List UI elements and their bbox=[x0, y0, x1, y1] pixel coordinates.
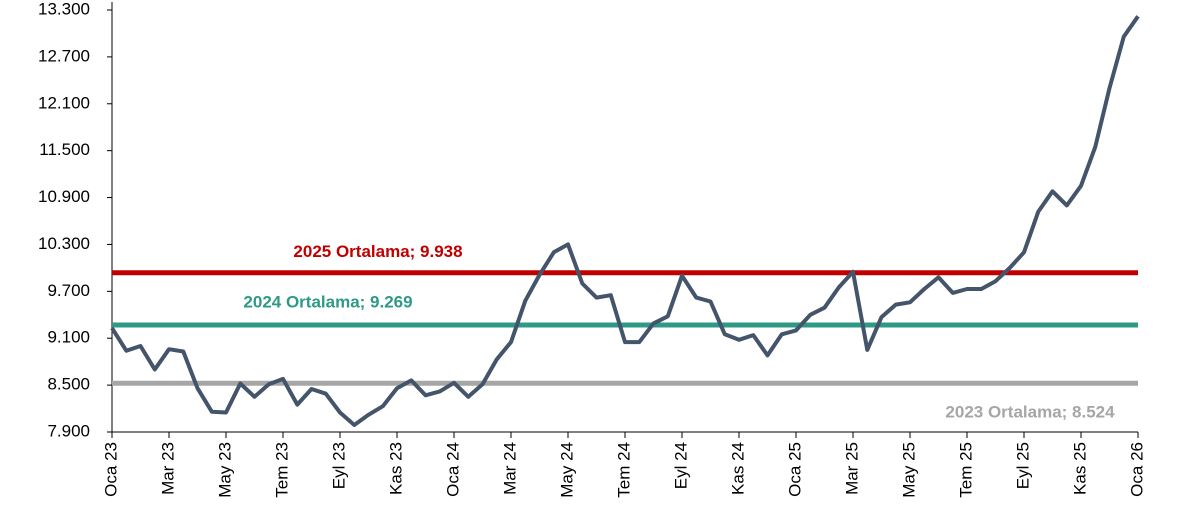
average-label: 2023 Ortalama; 8.524 bbox=[945, 403, 1115, 422]
x-tick-label: Kas 25 bbox=[1070, 442, 1089, 495]
y-tick-label: 12.100 bbox=[38, 93, 90, 112]
x-tick-label: Oca 26 bbox=[1127, 442, 1146, 497]
average-label: 2024 Ortalama; 9.269 bbox=[243, 292, 412, 311]
x-tick-label: Eyl 23 bbox=[329, 442, 348, 489]
x-tick-label: Oca 23 bbox=[101, 442, 120, 497]
line-series bbox=[110, 15, 1140, 427]
y-tick-label: 7.900 bbox=[47, 421, 90, 440]
x-tick-label: Mar 23 bbox=[158, 442, 177, 495]
x-tick-label: Eyl 25 bbox=[1013, 442, 1032, 489]
x-tick-label: May 25 bbox=[899, 442, 918, 498]
y-tick-label: 8.500 bbox=[47, 375, 90, 394]
average-label: 2025 Ortalama; 9.938 bbox=[293, 242, 462, 261]
x-tick-label: Eyl 24 bbox=[671, 442, 690, 489]
x-tick-label: Oca 24 bbox=[443, 442, 462, 497]
x-tick-label: Oca 25 bbox=[785, 442, 804, 497]
x-tick-label: Kas 24 bbox=[728, 442, 747, 495]
x-tick-label: Mar 25 bbox=[842, 442, 861, 495]
y-tick-label: 12.700 bbox=[38, 46, 90, 65]
x-tick-label: Tem 23 bbox=[272, 442, 291, 498]
x-tick-label: May 23 bbox=[215, 442, 234, 498]
x-tick-label: May 24 bbox=[557, 442, 576, 498]
x-tick-label: Kas 23 bbox=[386, 442, 405, 495]
y-tick-label: 9.100 bbox=[47, 328, 90, 347]
x-tick-label: Tem 24 bbox=[614, 442, 633, 498]
y-tick-label: 9.700 bbox=[47, 281, 90, 300]
y-tick-label: 10.900 bbox=[38, 187, 90, 206]
x-tick-label: Mar 24 bbox=[500, 442, 519, 495]
y-tick-label: 11.500 bbox=[39, 140, 90, 159]
y-tick-label: 10.300 bbox=[38, 234, 90, 253]
x-tick-label: Tem 25 bbox=[956, 442, 975, 498]
y-tick-label: 13.300 bbox=[38, 0, 90, 18]
